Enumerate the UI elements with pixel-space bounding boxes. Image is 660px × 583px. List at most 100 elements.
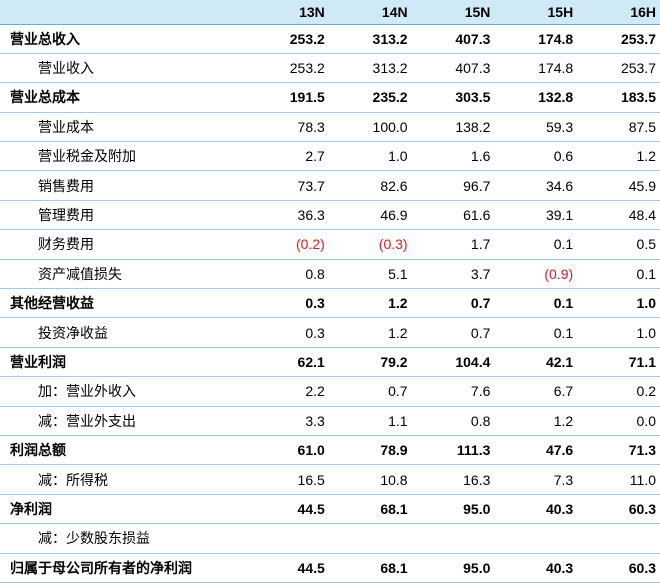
- table-row: 营业总成本 191.5 235.2 303.5 132.8 183.5: [0, 82, 660, 113]
- value-cell: 138.2: [411, 112, 495, 143]
- value-cell: 303.5: [411, 82, 495, 113]
- table-row: 营业成本 78.3 100.0 138.2 59.3 87.5: [0, 112, 660, 143]
- row-label: 净利润: [0, 494, 246, 525]
- value-cell: 46.9: [328, 200, 412, 231]
- value-cell: 0.7: [411, 288, 495, 319]
- value-cell: 39.1: [494, 200, 578, 231]
- value-cell: 47.6: [494, 435, 578, 466]
- value-cell: 313.2: [328, 24, 412, 54]
- value-cell: 62.1: [246, 347, 329, 378]
- row-label: 财务费用: [0, 229, 246, 260]
- row-label: 营业总收入: [0, 24, 246, 54]
- table-row: 减：营业外支出 3.3 1.1 0.8 1.2 0.0: [0, 406, 660, 436]
- value-cell: 42.1: [494, 347, 578, 378]
- value-cell: 96.7: [411, 170, 495, 201]
- value-cell: 95.0: [411, 494, 495, 525]
- value-cell: 0.1: [494, 288, 578, 319]
- value-cell: [246, 523, 329, 554]
- value-cell: 40.3: [494, 553, 578, 583]
- value-cell: 68.1: [328, 494, 412, 525]
- table-row: 其他经营收益 0.3 1.2 0.7 0.1 1.0: [0, 288, 660, 319]
- table-row: 归属于母公司所有者的净利润 44.5 68.1 95.0 40.3 60.3: [0, 553, 660, 583]
- value-cell: 253.2: [246, 24, 329, 54]
- row-label: 其他经营收益: [0, 288, 246, 319]
- value-cell: 10.8: [328, 464, 412, 495]
- row-label: 营业收入: [0, 53, 246, 84]
- table-body: 营业总收入 253.2 313.2 407.3 174.8 253.7 营业收入 253.2 3…: [0, 24, 660, 583]
- value-cell: (0.9): [494, 259, 578, 290]
- value-cell: 61.6: [411, 200, 495, 231]
- table-row: 销售费用 73.7 82.6 96.7 34.6 45.9: [0, 170, 660, 201]
- value-cell: 6.7: [494, 376, 578, 407]
- table-row: 净利润 44.5 68.1 95.0 40.3 60.3: [0, 494, 660, 525]
- value-cell: 73.7: [246, 170, 329, 201]
- value-cell: (0.2): [246, 229, 329, 260]
- value-cell: 1.2: [328, 317, 412, 348]
- header-row: 13N 14N 15N 15H 16H: [0, 0, 660, 25]
- value-cell: 111.3: [411, 435, 495, 466]
- value-cell: 3.3: [246, 406, 329, 436]
- value-cell: 95.0: [411, 553, 495, 583]
- value-cell: 36.3: [246, 200, 329, 231]
- value-cell: [577, 523, 660, 554]
- value-cell: 59.3: [494, 112, 578, 143]
- value-cell: 34.6: [494, 170, 578, 201]
- column-header: 14N: [328, 0, 412, 25]
- value-cell: 253.2: [246, 53, 329, 84]
- value-cell: 7.6: [411, 376, 495, 407]
- column-header: 16H: [577, 0, 660, 25]
- value-cell: 78.9: [328, 435, 412, 466]
- value-cell: 1.7: [411, 229, 495, 260]
- table-row: 营业收入 253.2 313.2 407.3 174.8 253.7: [0, 53, 660, 84]
- table-row: 投资净收益 0.3 1.2 0.7 0.1 1.0: [0, 317, 660, 348]
- value-cell: 68.1: [328, 553, 412, 583]
- column-header: 15N: [411, 0, 495, 25]
- row-label: 营业税金及附加: [0, 141, 246, 172]
- value-cell: 1.0: [577, 317, 660, 348]
- row-label: 减：少数股东损益: [0, 523, 246, 554]
- header-blank-cell: [0, 0, 246, 25]
- table-row: 管理费用 36.3 46.9 61.6 39.1 48.4: [0, 200, 660, 231]
- row-label: 减：所得税: [0, 464, 246, 495]
- table-row: 营业税金及附加 2.7 1.0 1.6 0.6 1.2: [0, 141, 660, 172]
- row-label: 加：营业外收入: [0, 376, 246, 407]
- value-cell: 60.3: [577, 553, 660, 583]
- value-cell: 45.9: [577, 170, 660, 201]
- value-cell: 40.3: [494, 494, 578, 525]
- table-row: 利润总额 61.0 78.9 111.3 47.6 71.3: [0, 435, 660, 466]
- value-cell: 0.8: [411, 406, 495, 436]
- row-label: 营业利润: [0, 347, 246, 378]
- value-cell: [411, 523, 495, 554]
- value-cell: 104.4: [411, 347, 495, 378]
- value-cell: 78.3: [246, 112, 329, 143]
- table-row: 营业总收入 253.2 313.2 407.3 174.8 253.7: [0, 24, 660, 54]
- value-cell: 191.5: [246, 82, 329, 113]
- value-cell: 11.0: [577, 464, 660, 495]
- value-cell: 0.3: [246, 288, 329, 319]
- row-label: 减：营业外支出: [0, 406, 246, 436]
- table-row: 财务费用 (0.2) (0.3) 1.7 0.1 0.5: [0, 229, 660, 260]
- table-row: 减：所得税 16.5 10.8 16.3 7.3 11.0: [0, 464, 660, 495]
- value-cell: 1.0: [328, 141, 412, 172]
- table-row: 营业利润 62.1 79.2 104.4 42.1 71.1: [0, 347, 660, 378]
- value-cell: 79.2: [328, 347, 412, 378]
- value-cell: 5.1: [328, 259, 412, 290]
- value-cell: 0.3: [246, 317, 329, 348]
- row-label: 利润总额: [0, 435, 246, 466]
- row-label: 营业成本: [0, 112, 246, 143]
- value-cell: 2.2: [246, 376, 329, 407]
- value-cell: 1.2: [494, 406, 578, 436]
- value-cell: 0.8: [246, 259, 329, 290]
- value-cell: 407.3: [411, 53, 495, 84]
- value-cell: 253.7: [577, 53, 660, 84]
- value-cell: 183.5: [577, 82, 660, 113]
- value-cell: 1.2: [577, 141, 660, 172]
- value-cell: 132.8: [494, 82, 578, 113]
- value-cell: (0.3): [328, 229, 412, 260]
- column-header: 15H: [494, 0, 578, 25]
- value-cell: 16.3: [411, 464, 495, 495]
- value-cell: 0.5: [577, 229, 660, 260]
- value-cell: 235.2: [328, 82, 412, 113]
- value-cell: 253.7: [577, 24, 660, 54]
- value-cell: 7.3: [494, 464, 578, 495]
